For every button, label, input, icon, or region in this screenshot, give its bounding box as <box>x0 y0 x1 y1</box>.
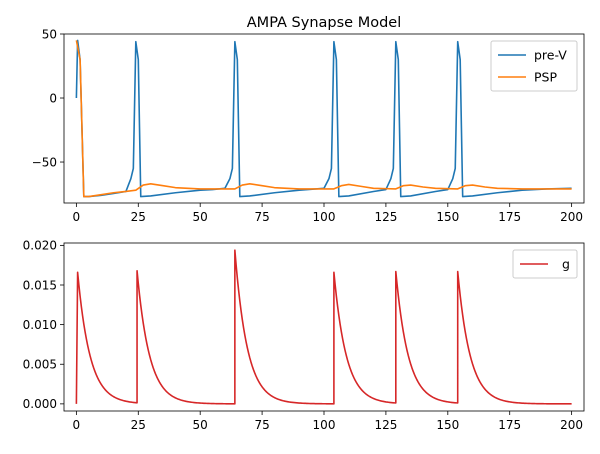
x-tick-label: 175 <box>498 418 521 432</box>
x-tick-label: 100 <box>313 210 336 224</box>
y-tick-label: 0.005 <box>23 358 57 372</box>
top-axes-ticks: 0 25 50 75 100 125 150 175 200 50 0 −50 <box>32 27 583 224</box>
series-line-g <box>75 249 572 405</box>
bottom-axes-lines <box>75 249 572 405</box>
x-tick-label: 100 <box>313 418 336 432</box>
top-legend: pre-V PSP <box>490 40 578 92</box>
legend-label-g: g <box>562 257 570 272</box>
x-tick-label: 175 <box>498 210 521 224</box>
chart-title: AMPA Synapse Model <box>247 15 401 31</box>
x-tick-label: 150 <box>436 418 459 432</box>
top-axes-lines <box>75 39 572 198</box>
top-legend-box <box>490 40 578 92</box>
x-tick-label: 150 <box>436 210 459 224</box>
x-tick-label: 25 <box>131 418 146 432</box>
x-tick-label: 25 <box>131 210 146 224</box>
bottom-axes: 0 25 50 75 100 125 150 175 200 0.000 0.005 0.010 0.0… <box>23 239 585 432</box>
y-tick-label: 0.010 <box>23 318 57 332</box>
x-tick-label: 0 <box>73 418 81 432</box>
x-tick-label: 75 <box>254 418 269 432</box>
y-tick-label: 0.020 <box>23 239 57 253</box>
y-tick-label: 0 <box>49 91 57 105</box>
series-line-psp <box>75 40 572 198</box>
x-tick-label: 0 <box>73 210 81 224</box>
y-tick-label: −50 <box>32 155 57 169</box>
x-tick-label: 50 <box>193 210 208 224</box>
x-tick-label: 125 <box>374 210 397 224</box>
top-axes: 0 25 50 75 100 125 150 175 200 50 0 −50 pre-V PSP <box>32 27 585 224</box>
x-tick-label: 200 <box>560 210 583 224</box>
bottom-axes-ticks: 0 25 50 75 100 125 150 175 200 0.000 0.005 0.010 0.0… <box>23 239 583 432</box>
y-tick-label: 50 <box>42 27 57 41</box>
x-tick-label: 75 <box>254 210 269 224</box>
x-tick-label: 50 <box>193 418 208 432</box>
y-tick-label: 0.000 <box>23 397 57 411</box>
legend-label-psp: PSP <box>534 70 557 85</box>
y-tick-label: 0.015 <box>23 278 57 292</box>
x-tick-label: 200 <box>560 418 583 432</box>
bottom-legend: g <box>512 249 578 279</box>
legend-label-pre-v: pre-V <box>534 48 567 63</box>
x-tick-label: 125 <box>374 418 397 432</box>
